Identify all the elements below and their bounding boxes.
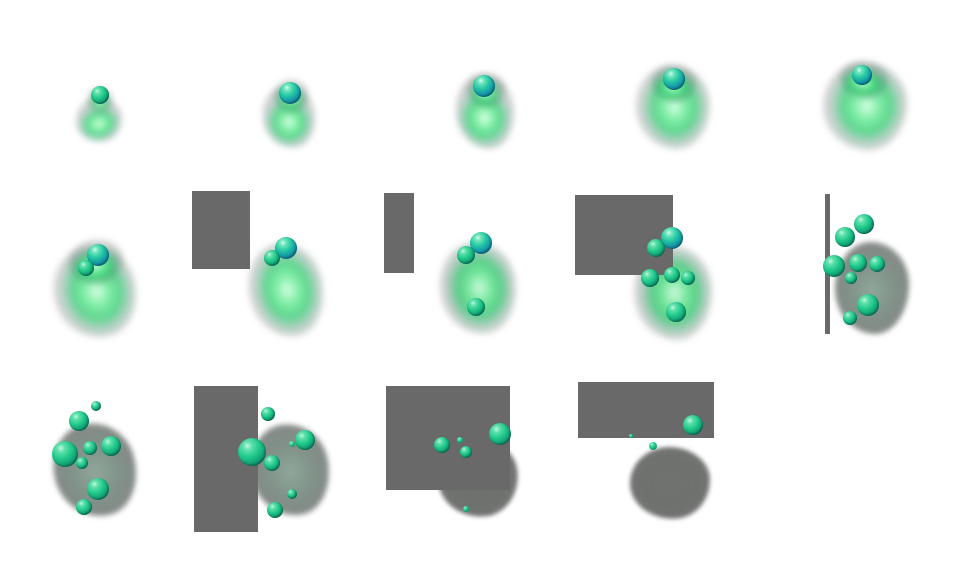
marker-sphere <box>473 75 495 97</box>
occluder-rect <box>192 191 250 269</box>
marker-sphere <box>264 250 280 266</box>
marker-sphere <box>91 401 101 411</box>
occluder-rect <box>384 193 414 273</box>
marker-sphere <box>52 441 78 467</box>
marker-sphere <box>470 232 492 254</box>
marker-sphere <box>666 302 686 322</box>
marker-sphere <box>287 489 297 499</box>
marker-sphere <box>854 214 874 234</box>
marker-sphere <box>279 82 301 104</box>
marker-sphere <box>91 86 109 104</box>
marker-sphere <box>457 437 463 443</box>
occluder-rect <box>575 195 673 275</box>
marker-sphere <box>434 437 450 453</box>
marker-sphere <box>275 237 297 259</box>
marker-sphere <box>83 441 97 455</box>
marker-sphere <box>845 272 857 284</box>
marker-sphere <box>261 407 275 421</box>
marker-sphere <box>457 246 475 264</box>
marker-sphere <box>101 436 121 456</box>
marker-sphere <box>467 298 485 316</box>
marker-sphere <box>238 438 266 466</box>
marker-sphere <box>463 506 469 512</box>
marker-sphere <box>663 68 685 90</box>
marker-sphere <box>264 455 280 471</box>
marker-sphere <box>843 311 857 325</box>
marker-sphere <box>69 411 89 431</box>
marker-sphere <box>857 294 879 316</box>
marker-sphere <box>629 434 633 438</box>
marker-sphere <box>460 446 472 458</box>
marker-sphere <box>641 269 659 287</box>
marker-sphere <box>649 442 657 450</box>
marker-sphere <box>661 227 683 249</box>
marker-sphere <box>76 499 92 515</box>
marker-sphere <box>289 441 295 447</box>
marker-sphere <box>87 478 109 500</box>
marker-sphere <box>835 227 855 247</box>
marker-sphere <box>295 430 315 450</box>
marker-sphere <box>647 239 665 257</box>
marker-sphere <box>683 415 703 435</box>
marker-sphere <box>849 254 867 272</box>
marker-sphere <box>852 65 872 85</box>
marker-sphere <box>78 260 94 276</box>
marker-sphere <box>869 256 885 272</box>
marker-sphere <box>76 457 88 469</box>
marker-sphere <box>267 502 283 518</box>
marker-sphere <box>87 244 109 266</box>
marker-sphere <box>823 255 845 277</box>
marker-sphere <box>489 423 511 445</box>
marker-sphere <box>681 271 695 285</box>
marker-sphere <box>664 267 680 283</box>
